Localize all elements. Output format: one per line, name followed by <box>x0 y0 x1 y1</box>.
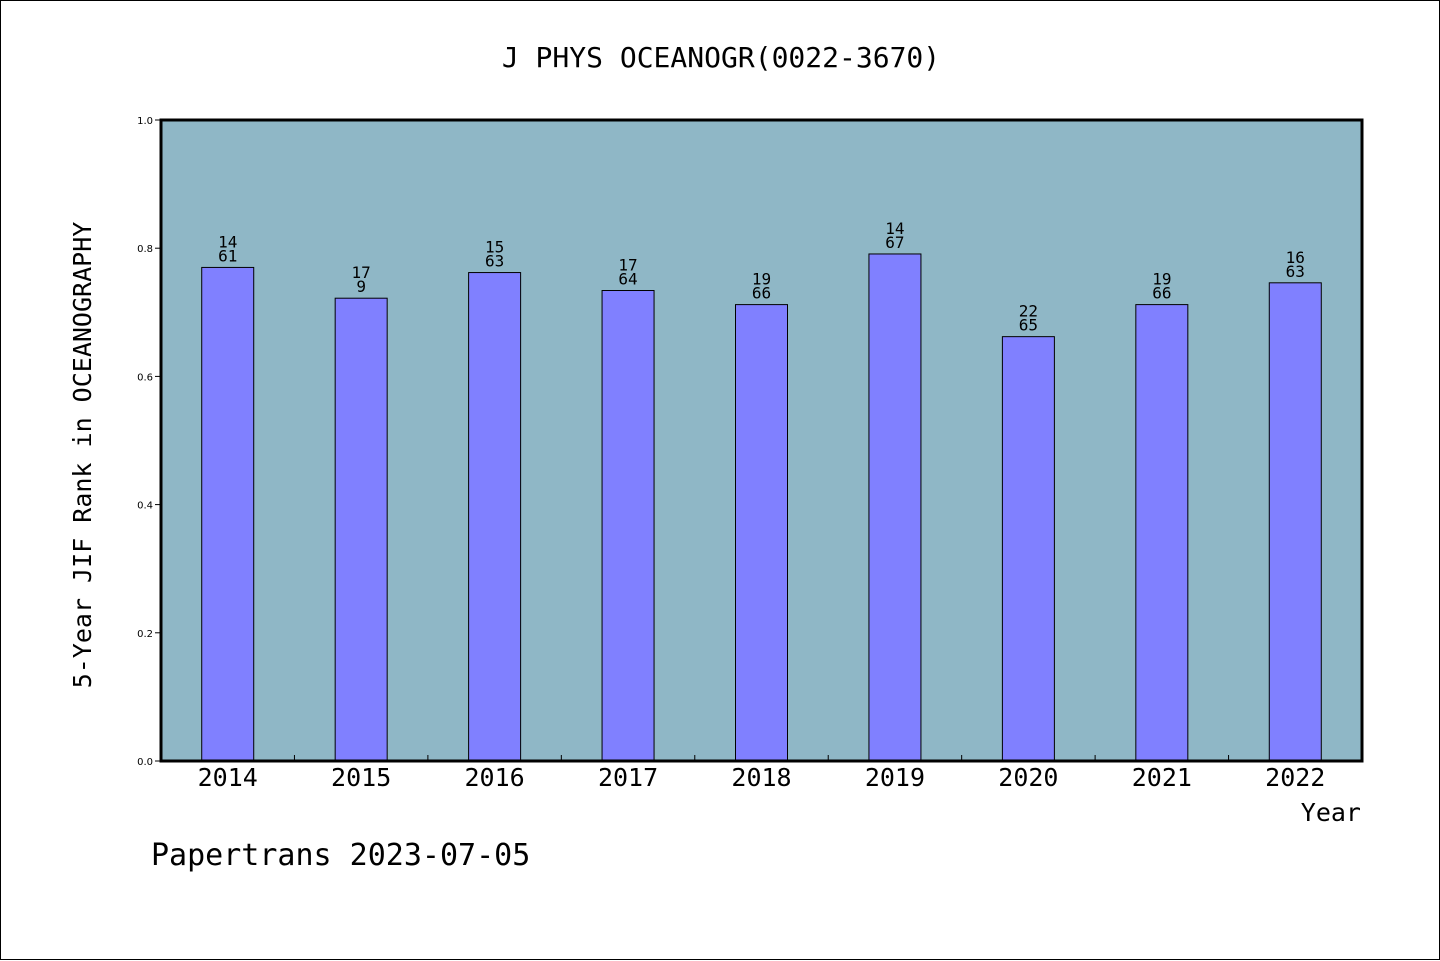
bar-label-rank: 22 <box>1019 302 1038 321</box>
x-tick-label: 2020 <box>998 763 1058 792</box>
bar-2017 <box>601 290 655 762</box>
y-tick-label: 0.4 <box>137 501 153 512</box>
x-tick-label: 2022 <box>1265 763 1325 792</box>
bar-label-rank: 14 <box>885 219 904 238</box>
bar-label-total: 63 <box>1286 262 1305 281</box>
x-tick-label: 2015 <box>331 763 391 792</box>
x-tick-label: 2021 <box>1132 763 1192 792</box>
x-axis-label: Year <box>1301 798 1361 827</box>
bar-label-total: 63 <box>485 252 504 271</box>
y-tick-label: 1.0 <box>137 116 153 127</box>
bar-label-rank: 16 <box>1286 248 1305 267</box>
x-tick-label: 2016 <box>465 763 525 792</box>
bar-2019 <box>868 253 922 762</box>
bar-2022 <box>1268 282 1322 762</box>
bar-label-total: 67 <box>885 233 904 252</box>
bar-2021 <box>1135 304 1189 762</box>
bar-label-total: 65 <box>1019 316 1038 335</box>
footer-date-stamp: Papertrans 2023-07-05 <box>151 838 530 873</box>
bar-label-rank: 19 <box>752 270 771 289</box>
y-axis-label: 5-Year JIF Rank in OCEANOGRAPHY <box>68 222 97 689</box>
bar-label-rank: 15 <box>485 238 504 257</box>
y-tick-label: 0.6 <box>137 372 153 383</box>
bar-label-total: 64 <box>618 270 637 289</box>
y-tick-label: 0.0 <box>137 757 153 768</box>
bar-label-total: 66 <box>1152 284 1171 303</box>
bar-label-rank: 19 <box>1152 270 1171 289</box>
x-tick-label: 2014 <box>198 763 258 792</box>
bars-group <box>201 253 1322 762</box>
bar-2016 <box>468 272 522 762</box>
bar-2020 <box>1001 336 1055 762</box>
bar-label-total: 66 <box>752 284 771 303</box>
y-axis-ticks: 0.0 0.2 0.4 0.6 0.8 1.0 <box>137 116 161 768</box>
bar-label-total: 61 <box>218 246 237 265</box>
x-tick-label: 2017 <box>598 763 658 792</box>
bar-label-rank: 17 <box>618 256 637 275</box>
bar-2014 <box>201 266 255 762</box>
bar-label-total: 9 <box>356 277 366 296</box>
x-tick-label: 2018 <box>731 763 791 792</box>
chart-title: J PHYS OCEANOGR(0022-3670) <box>502 41 940 74</box>
bar-2018 <box>735 304 788 762</box>
bar-label-rank: 14 <box>218 232 237 251</box>
x-axis-ticks: 2014 2015 2016 2017 2018 2019 2020 2021 2022 <box>198 755 1325 792</box>
y-tick-label: 0.8 <box>137 244 153 255</box>
x-tick-label: 2019 <box>865 763 925 792</box>
bar-label-rank: 17 <box>352 263 371 282</box>
bar-2015 <box>334 297 388 762</box>
y-tick-label: 0.2 <box>137 629 153 640</box>
plot-border <box>159 118 1364 763</box>
